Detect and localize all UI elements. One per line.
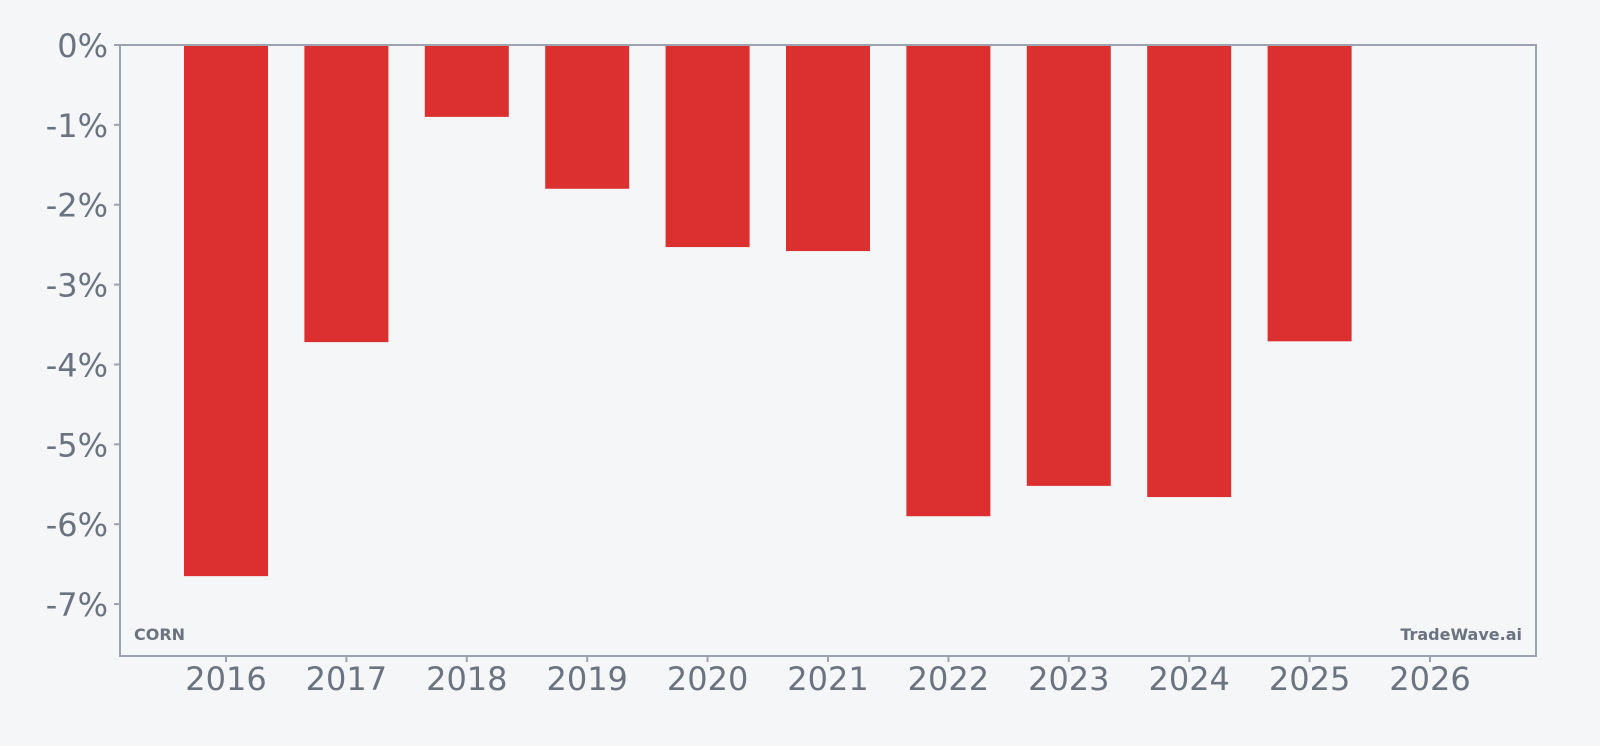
bar-2018 (424, 45, 509, 117)
watermark-label: TradeWave.ai (1400, 625, 1522, 644)
bar-2023 (1026, 45, 1111, 486)
bar-2025 (1267, 45, 1352, 342)
y-tick-label: -2% (46, 187, 108, 225)
x-tick-label: 2024 (1148, 660, 1229, 698)
bar-2024 (1147, 45, 1232, 498)
y-axis-ticks: 0% -1% -2% -3% -4% -5% -6% -7% (46, 27, 120, 624)
x-tick-label: 2018 (426, 660, 507, 698)
x-tick-label: 2019 (546, 660, 627, 698)
x-tick-label: 2020 (667, 660, 748, 698)
x-tick-label: 2016 (185, 660, 266, 698)
bar-2017 (304, 45, 389, 343)
x-tick-label: 2023 (1028, 660, 1109, 698)
bars-group (184, 45, 1352, 577)
y-tick-label: -4% (46, 346, 108, 384)
x-tick-label: 2025 (1269, 660, 1350, 698)
x-axis-ticks: 2016 2017 2018 2019 2020 2021 2022 2023 2024 2025… (185, 656, 1471, 698)
bar-2020 (665, 45, 750, 248)
y-tick-label: -3% (46, 267, 108, 305)
bar-2021 (786, 45, 870, 252)
x-tick-label: 2021 (787, 660, 868, 698)
x-tick-label: 2017 (306, 660, 387, 698)
y-tick-label: -6% (46, 506, 108, 544)
bar-2019 (545, 45, 630, 189)
x-tick-label: 2026 (1389, 660, 1470, 698)
bar-2022 (906, 45, 991, 517)
ticker-label: CORN (134, 625, 185, 644)
x-tick-label: 2022 (908, 660, 989, 698)
y-tick-label: -1% (46, 107, 108, 145)
y-tick-label: -7% (46, 586, 108, 624)
bar-2016 (184, 45, 268, 577)
y-tick-label: 0% (57, 27, 108, 65)
y-tick-label: -5% (46, 426, 108, 464)
plot-frame (119, 44, 1537, 657)
